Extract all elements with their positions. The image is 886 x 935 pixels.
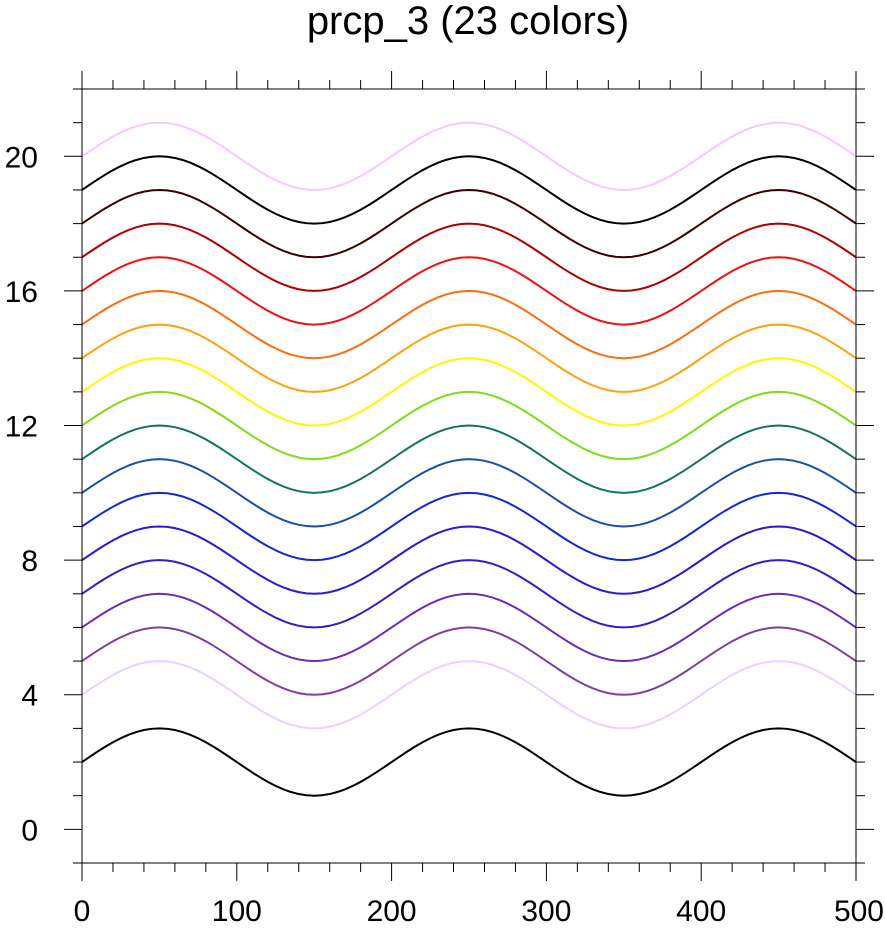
series-line-1 <box>81 660 857 730</box>
x-tick-label: 300 <box>521 895 571 928</box>
y-tick-label: 20 <box>5 141 38 174</box>
x-tick-label: 0 <box>74 895 91 928</box>
series-line-12 <box>81 289 857 360</box>
series-line-8 <box>81 424 857 494</box>
series-line-2 <box>81 626 857 696</box>
x-tick-label: 400 <box>676 895 726 928</box>
series-line-3 <box>81 592 857 663</box>
ticks-layer <box>64 71 874 881</box>
chart-title: prcp_3 (23 colors) <box>307 0 629 43</box>
labels-layer: 0 100 200 300 400 500 0 4 8 12 16 20 <box>5 141 884 928</box>
x-tick-label: 200 <box>367 895 417 928</box>
series-line-9 <box>81 390 857 461</box>
y-tick-label: 8 <box>21 545 38 578</box>
x-tick-label: 500 <box>834 895 884 928</box>
plot-frame <box>81 88 857 864</box>
series-line-6 <box>81 491 857 562</box>
series-line-5 <box>81 525 857 595</box>
series-line-16 <box>81 155 857 225</box>
series-line-15 <box>81 188 857 259</box>
y-tick-label: 4 <box>21 680 38 713</box>
series-layer <box>81 121 857 797</box>
series-line-0 <box>81 727 857 797</box>
series-line-4 <box>81 559 857 629</box>
series-line-13 <box>81 256 857 326</box>
series-line-7 <box>81 458 857 528</box>
y-tick-label: 0 <box>21 814 38 847</box>
y-tick-label: 12 <box>5 411 38 444</box>
series-line-17 <box>81 121 857 191</box>
series-line-11 <box>81 323 857 393</box>
series-line-10 <box>81 357 857 427</box>
series-line-14 <box>81 222 857 292</box>
y-tick-label: 16 <box>5 276 38 309</box>
x-tick-label: 100 <box>212 895 262 928</box>
